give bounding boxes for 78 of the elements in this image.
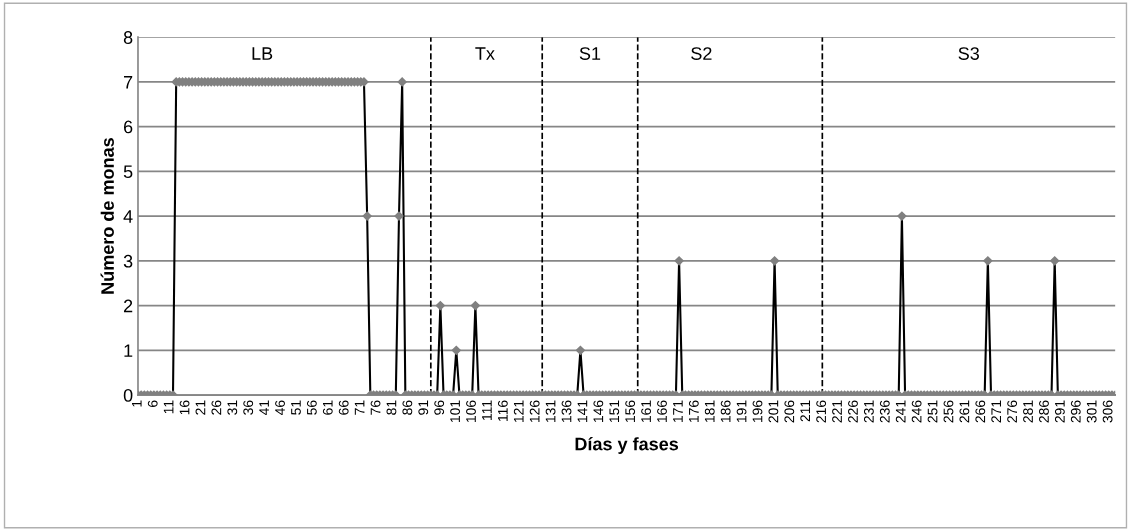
x-tick-label: 206 bbox=[784, 400, 795, 423]
x-tick-label: 131 bbox=[545, 400, 556, 423]
x-tick-label: 261 bbox=[959, 400, 970, 423]
x-tick-label: 196 bbox=[752, 400, 763, 423]
x-tick-label: 226 bbox=[848, 400, 858, 423]
x-tick-label: 291 bbox=[1054, 400, 1065, 423]
x-tick-label: 296 bbox=[1070, 400, 1081, 423]
x-tick-label: 171 bbox=[673, 400, 683, 423]
x-tick-label: 36 bbox=[243, 400, 254, 415]
x-tick-label: 236 bbox=[879, 400, 890, 423]
y-tick-label: 5 bbox=[123, 165, 133, 179]
x-tick-label: 141 bbox=[577, 400, 588, 423]
x-tick-label: 256 bbox=[943, 400, 954, 423]
annotation: Tx bbox=[475, 47, 495, 60]
x-tick-label: 156 bbox=[625, 400, 636, 423]
x-tick-label: 266 bbox=[975, 400, 986, 423]
x-tick-label: 306 bbox=[1102, 400, 1113, 423]
x-tick-label: 21 bbox=[195, 400, 206, 415]
x-tick-label: 71 bbox=[354, 400, 365, 415]
x-tick-label: 276 bbox=[1007, 400, 1018, 423]
x-tick-label: 136 bbox=[561, 400, 572, 423]
x-tick-label: 271 bbox=[991, 400, 1001, 423]
x-tick-label: 246 bbox=[911, 400, 922, 423]
x-tick-label: 216 bbox=[816, 400, 827, 423]
y-tick-label: 7 bbox=[124, 76, 133, 89]
x-tick-label: 106 bbox=[466, 400, 476, 423]
y-tick-label: 8 bbox=[123, 31, 133, 44]
x-tick-label: 176 bbox=[688, 400, 699, 423]
y-tick-label: 1 bbox=[124, 344, 133, 357]
x-tick-label: 231 bbox=[863, 400, 874, 423]
x-tick-label: 181 bbox=[704, 400, 715, 423]
x-tick-label: 16 bbox=[179, 400, 190, 415]
x-tick-label: 281 bbox=[1023, 400, 1033, 423]
x-tick-label: 86 bbox=[402, 400, 413, 415]
y-tick-label: 2 bbox=[123, 299, 133, 313]
x-tick-label: 46 bbox=[275, 400, 285, 416]
x-tick-label: 31 bbox=[227, 400, 238, 415]
y-tick-label: 3 bbox=[123, 254, 133, 268]
x-tick-label: 146 bbox=[593, 400, 604, 423]
annotation: LB bbox=[252, 47, 273, 60]
annotation: S3 bbox=[958, 47, 979, 60]
x-tick-label: 221 bbox=[832, 400, 842, 423]
x-tick-label: 191 bbox=[736, 400, 747, 423]
y-tick-label: 0 bbox=[123, 389, 133, 402]
y-tick-label: 4 bbox=[123, 210, 133, 223]
x-tick-label: 166 bbox=[657, 400, 667, 423]
x-tick-label: 56 bbox=[306, 400, 317, 415]
annotation: S1 bbox=[579, 47, 601, 60]
x-axis-title: Días y fases bbox=[575, 436, 679, 454]
x-tick-label: 91 bbox=[418, 400, 429, 415]
x-tick-label: 61 bbox=[322, 400, 333, 415]
x-tick-label: 81 bbox=[386, 400, 397, 415]
x-tick-label: 121 bbox=[513, 400, 524, 423]
x-tick-label: 101 bbox=[450, 400, 461, 423]
annotation: S2 bbox=[691, 47, 712, 60]
x-tick-label: 201 bbox=[768, 400, 779, 423]
x-tick-label: 51 bbox=[291, 400, 301, 415]
x-tick-label: 116 bbox=[497, 400, 508, 422]
x-tick-label: 251 bbox=[927, 400, 938, 423]
x-tick-label: 76 bbox=[370, 400, 381, 415]
x-tick-label: 211 bbox=[800, 400, 811, 422]
y-axis-title: Número de monas bbox=[100, 138, 114, 294]
x-tick-label: 241 bbox=[895, 400, 906, 423]
x-tick-label: 151 bbox=[609, 400, 620, 423]
x-tick-label: 286 bbox=[1039, 400, 1049, 423]
x-tick-label: 111 bbox=[482, 400, 492, 420]
x-tick-label: 301 bbox=[1086, 400, 1097, 423]
x-tick-label: 161 bbox=[641, 400, 651, 423]
y-tick-label: 6 bbox=[124, 120, 133, 134]
x-tick-label: 96 bbox=[434, 400, 445, 415]
x-tick-label: 186 bbox=[720, 400, 731, 423]
x-tick-label: 41 bbox=[259, 400, 269, 416]
x-tick-label: 1 bbox=[132, 400, 142, 407]
x-tick-label: 126 bbox=[529, 400, 540, 423]
x-tick-label: 66 bbox=[338, 400, 349, 415]
x-tick-label: 11 bbox=[163, 400, 174, 414]
x-tick-label: 26 bbox=[211, 400, 222, 415]
x-tick-label: 6 bbox=[147, 400, 158, 407]
